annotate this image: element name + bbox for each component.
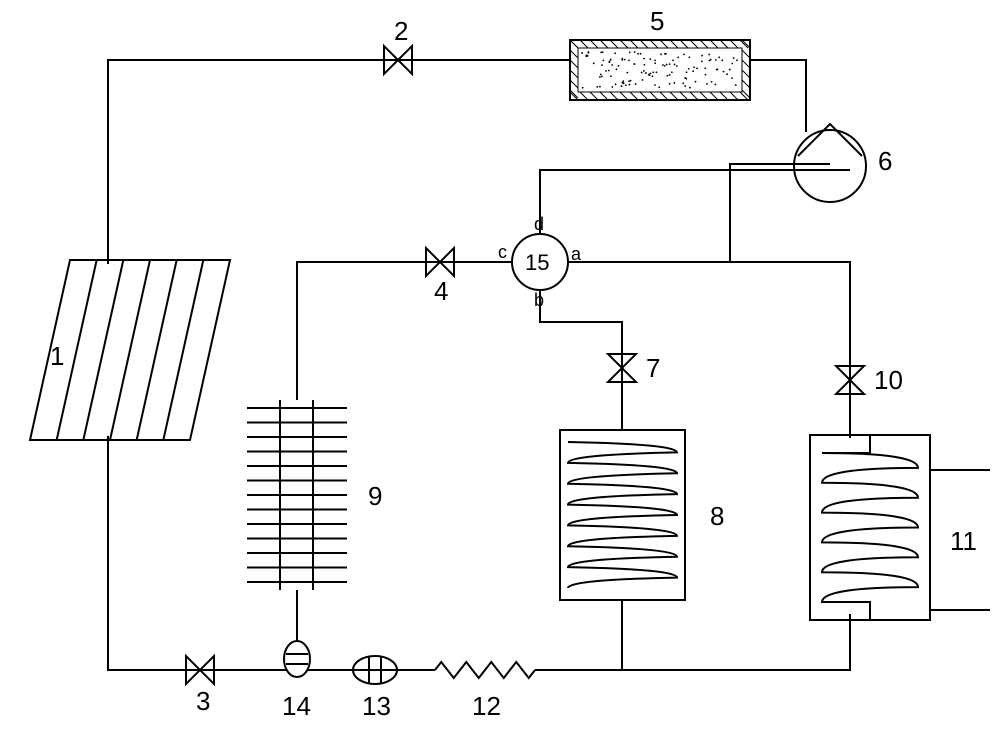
svg-text:5: 5 <box>650 6 664 36</box>
svg-text:d: d <box>534 214 544 234</box>
svg-text:15: 15 <box>525 250 549 275</box>
svg-text:c: c <box>498 242 507 262</box>
svg-text:13: 13 <box>362 691 391 721</box>
svg-text:11: 11 <box>950 526 977 556</box>
svg-text:2: 2 <box>394 16 408 46</box>
svg-text:b: b <box>534 290 544 310</box>
svg-text:10: 10 <box>874 365 903 395</box>
svg-text:1: 1 <box>50 341 64 371</box>
svg-text:9: 9 <box>368 481 382 511</box>
svg-text:3: 3 <box>196 686 210 716</box>
svg-text:8: 8 <box>710 501 724 531</box>
svg-text:7: 7 <box>646 353 660 383</box>
svg-text:6: 6 <box>878 146 892 176</box>
svg-text:12: 12 <box>472 691 501 721</box>
svg-text:4: 4 <box>434 276 448 306</box>
svg-text:14: 14 <box>282 691 311 721</box>
svg-text:a: a <box>571 244 582 264</box>
